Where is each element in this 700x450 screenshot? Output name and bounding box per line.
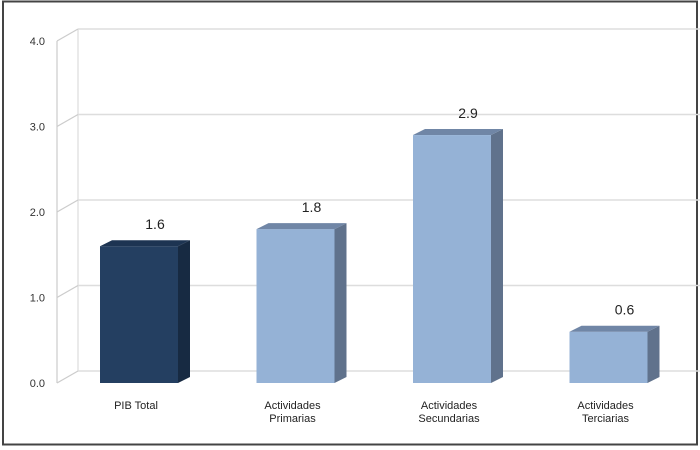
y-tick-label: 0.0	[30, 378, 45, 390]
bar-top	[100, 240, 190, 247]
category-label: Actividades	[421, 400, 478, 412]
bar-top	[569, 325, 660, 332]
value-label: 1.6	[145, 216, 165, 232]
category-label: PIB Total	[114, 400, 158, 412]
bar-front	[256, 229, 335, 383]
bar-front	[100, 246, 178, 383]
bar-side	[178, 240, 190, 383]
gridline-diagonal	[56, 113, 79, 128]
bars	[100, 129, 660, 383]
y-tick-label: 3.0	[30, 122, 45, 134]
y-axis-ticks: 0.0 1.0 2.0 3.0 4.0	[30, 36, 45, 390]
gridline-diagonal	[56, 284, 79, 299]
bar	[100, 240, 190, 383]
category-label: Primarias	[269, 413, 316, 425]
category-label: Secundarias	[418, 413, 480, 425]
gridline-diagonal	[56, 28, 79, 42]
bar-top	[256, 223, 347, 230]
category-label: Terciarias	[582, 413, 630, 425]
gridlines	[56, 28, 700, 384]
bar	[569, 325, 660, 383]
bar	[413, 129, 503, 383]
bar-side	[334, 223, 347, 383]
bar-top	[413, 129, 503, 136]
bar-side	[491, 129, 503, 383]
gridline-diagonal	[56, 370, 79, 384]
bar	[256, 223, 347, 383]
bar-side	[647, 325, 660, 383]
bar-front	[413, 135, 491, 383]
y-tick-label: 4.0	[30, 36, 45, 48]
bar-front	[569, 331, 648, 383]
category-label: Actividades	[577, 400, 634, 412]
gridline-diagonal	[56, 199, 79, 213]
category-label: Actividades	[264, 400, 321, 412]
value-label: 1.8	[302, 199, 322, 215]
value-label: 0.6	[615, 302, 635, 318]
y-tick-label: 1.0	[30, 293, 45, 305]
value-label: 2.9	[458, 105, 478, 121]
y-tick-label: 2.0	[30, 207, 45, 219]
